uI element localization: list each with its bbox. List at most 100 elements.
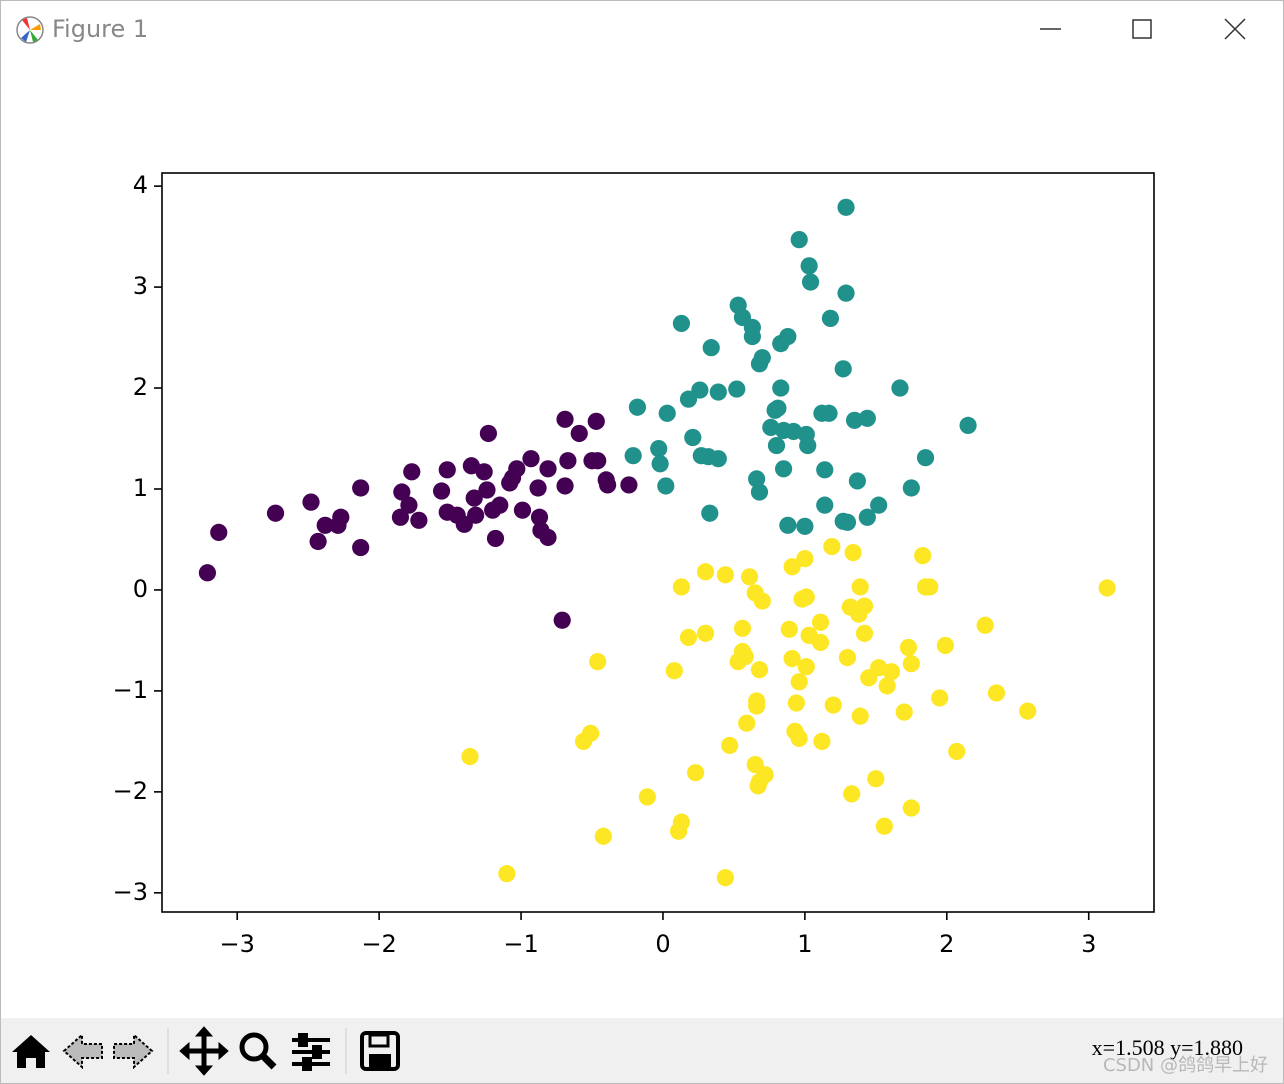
scatter-point — [750, 355, 769, 373]
scatter-point — [902, 799, 920, 817]
x-tick-label: 0 — [655, 930, 670, 958]
scatter-point — [702, 339, 720, 357]
scatter-point — [796, 517, 814, 535]
scatter-point — [931, 689, 949, 707]
scatter-point — [486, 529, 505, 548]
scatter-point — [316, 516, 334, 534]
scatter-point — [936, 636, 954, 655]
scatter-point — [793, 590, 811, 608]
scatter-point — [848, 472, 866, 490]
scatter-point — [574, 732, 593, 750]
scatter-point — [729, 653, 747, 671]
x-tick-label: −1 — [503, 930, 538, 958]
scatter-point — [843, 785, 861, 803]
scatter-point — [529, 479, 547, 497]
scatter-point — [508, 460, 526, 478]
scatter-point — [816, 461, 834, 479]
back-button[interactable] — [62, 1032, 103, 1070]
scatter-point — [749, 777, 767, 795]
scatter-point — [478, 481, 496, 499]
scatter-point — [624, 447, 642, 465]
scatter-point — [976, 616, 994, 634]
scatter-point — [914, 547, 932, 565]
scatter-point — [672, 578, 691, 596]
scatter-point — [391, 508, 410, 526]
scatter-point — [594, 827, 612, 845]
scatter-point — [733, 619, 752, 637]
maximize-button[interactable] — [1132, 19, 1152, 39]
scatter-point — [467, 506, 485, 524]
scatter-point — [665, 662, 683, 680]
scatter-point — [587, 412, 605, 430]
scatter-point — [851, 707, 869, 725]
scatter-point — [860, 669, 878, 687]
home-button[interactable] — [12, 1035, 50, 1068]
scatter-point — [799, 436, 817, 455]
scatter-point — [556, 477, 574, 495]
scatter-point — [845, 411, 864, 429]
scatter-point — [948, 742, 966, 761]
scatter-point — [539, 528, 557, 547]
x-tick-label: −3 — [220, 930, 255, 958]
scatter-point — [787, 694, 805, 712]
close-button[interactable] — [1224, 18, 1246, 40]
forward-button[interactable] — [113, 1032, 154, 1070]
scatter-point — [821, 309, 840, 327]
scatter-point — [556, 410, 574, 428]
scatter-point — [210, 523, 228, 542]
pan-button[interactable] — [179, 1026, 229, 1076]
scatter-point — [837, 284, 855, 302]
scatter-point — [669, 822, 688, 840]
scatter-point — [753, 592, 771, 610]
scatter-point — [696, 563, 715, 581]
scatter-point — [834, 360, 852, 378]
y-tick-label: 4 — [133, 171, 148, 199]
scatter-point — [410, 511, 428, 529]
scatter-point — [498, 865, 516, 883]
scatter-point — [790, 673, 808, 691]
scatter-point — [895, 703, 913, 721]
scatter-point — [783, 558, 801, 576]
scatter-point — [522, 450, 540, 468]
scatter-point — [266, 504, 285, 522]
scatter-point — [302, 493, 320, 511]
scatter-point — [728, 380, 746, 398]
scatter-point — [352, 538, 370, 557]
scatter-point — [844, 543, 862, 562]
scatter-point — [684, 428, 702, 447]
scatter-point — [916, 449, 935, 467]
y-tick-label: −3 — [113, 878, 148, 906]
scatter-point — [813, 732, 831, 750]
scatter-point — [774, 460, 793, 478]
scatter-point — [553, 611, 571, 629]
zoom-button[interactable] — [239, 1032, 277, 1070]
y-tick-label: 2 — [133, 373, 148, 401]
scatter-point — [882, 663, 901, 681]
scatter-point — [716, 566, 735, 584]
y-tick-label: 1 — [133, 474, 148, 502]
scatter-point — [987, 684, 1006, 702]
scatter-point — [701, 504, 719, 522]
scatter-point — [628, 398, 647, 416]
scatter-point — [790, 231, 808, 249]
scatter-point — [801, 273, 820, 291]
y-tick-label: −2 — [113, 777, 148, 805]
scatter-point — [780, 620, 798, 638]
scatter-point — [800, 257, 818, 275]
scatter-point — [899, 638, 918, 657]
scatter-point — [709, 450, 727, 468]
scatter-point — [513, 501, 532, 519]
scatter-point — [393, 483, 411, 501]
scatter-point — [740, 568, 759, 586]
scatter-point — [658, 404, 676, 422]
save-button[interactable] — [360, 1031, 400, 1071]
scatter-point — [1019, 702, 1037, 720]
y-tick-label: 0 — [133, 575, 148, 603]
axes-frame — [161, 172, 1155, 913]
scatter-point — [838, 648, 857, 667]
configure-button[interactable] — [292, 1033, 330, 1071]
scatter-point — [837, 198, 855, 216]
scatter-point — [679, 628, 698, 646]
scatter-point — [959, 416, 977, 434]
scatter-point — [403, 463, 421, 481]
